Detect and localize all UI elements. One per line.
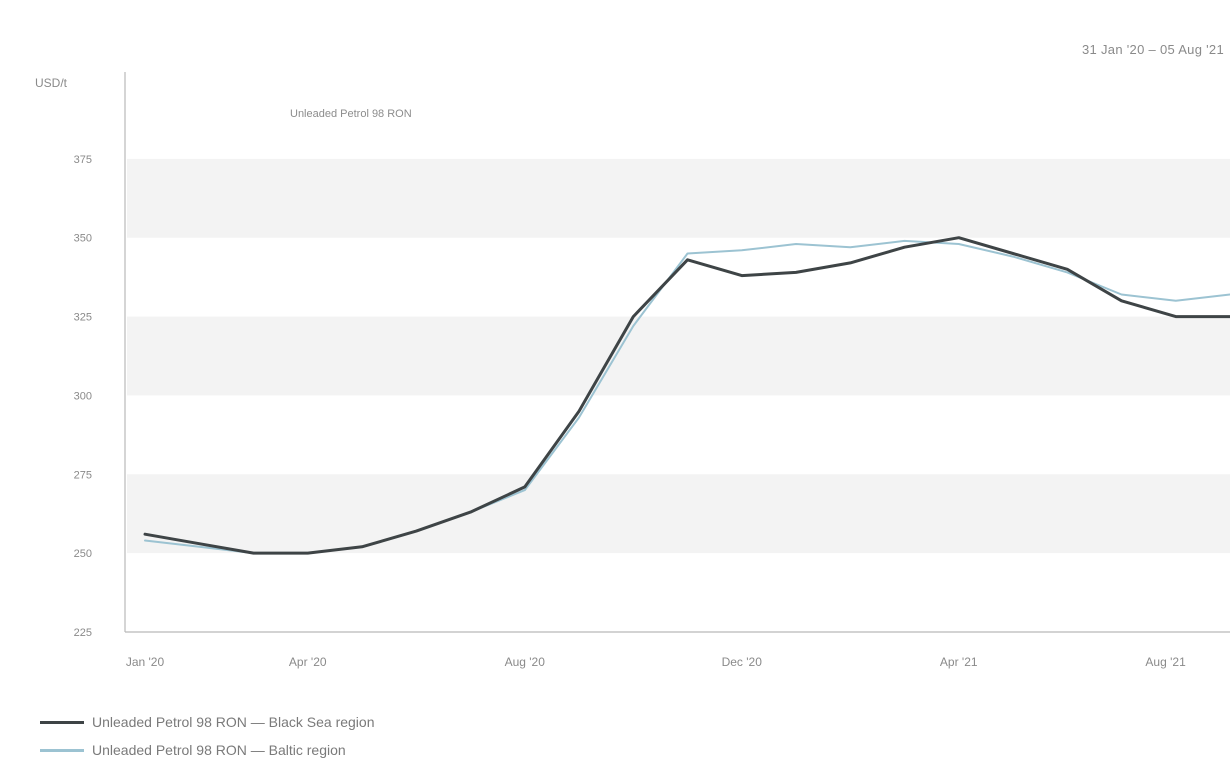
grid-band — [127, 158, 1230, 238]
x-tick-label: Dec '20 — [722, 655, 763, 669]
grid-band — [127, 474, 1230, 554]
chart-legend: Unleaded Petrol 98 RON — Black Sea regio… — [40, 708, 374, 764]
y-tick-label: 275 — [74, 469, 92, 481]
legend-label: Unleaded Petrol 98 RON — Black Sea regio… — [92, 714, 375, 730]
chart-annotation: Unleaded Petrol 98 RON — [290, 108, 412, 120]
x-tick-label: Aug '21 — [1145, 655, 1186, 669]
legend-item: Unleaded Petrol 98 RON — Black Sea regio… — [40, 708, 374, 736]
y-axis-unit-label: USD/t — [35, 76, 68, 90]
y-tick-label: 250 — [74, 548, 92, 560]
legend-item: Unleaded Petrol 98 RON — Baltic region — [40, 736, 374, 764]
x-tick-label: Apr '21 — [940, 655, 978, 669]
line-chart: Jan '20 Apr '20 Aug '20 Dec '20 Apr '21 Aug '… — [35, 72, 1230, 669]
grid-band — [127, 316, 1230, 396]
series-line-1 — [143, 236, 1230, 555]
y-tick-label: 300 — [74, 390, 92, 402]
x-tick-label: Aug '20 — [505, 655, 546, 669]
y-tick-label: 225 — [74, 627, 92, 639]
legend-label: Unleaded Petrol 98 RON — Baltic region — [92, 742, 346, 758]
y-tick-label: 350 — [74, 233, 92, 245]
legend-swatch-series-1 — [40, 720, 84, 724]
date-range-label: 31 Jan '20 – 05 Aug '21 — [1082, 42, 1224, 57]
legend-swatch-series-2 — [40, 748, 84, 752]
y-tick-label: 325 — [74, 312, 92, 324]
x-tick-label: Jan '20 — [126, 655, 165, 669]
x-tick-label: Apr '20 — [289, 655, 327, 669]
y-tick-label: 375 — [74, 154, 92, 166]
